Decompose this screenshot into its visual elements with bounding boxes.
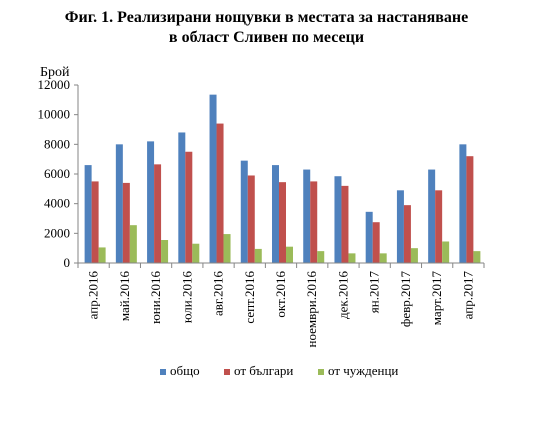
legend: общо от българи от чужденци	[160, 363, 398, 378]
bar	[272, 165, 279, 263]
bar	[286, 246, 293, 263]
bar	[459, 144, 467, 263]
bar	[473, 251, 481, 263]
bar	[209, 94, 217, 264]
x-tick-label: окт.2016	[273, 271, 288, 318]
bar	[98, 247, 106, 263]
bar	[240, 160, 248, 263]
bar	[129, 225, 137, 263]
chart-title-line-1: Фиг. 1. Реализирани нощувки в местата за…	[64, 9, 469, 26]
bar	[122, 182, 130, 263]
bar	[348, 253, 356, 263]
chart-title: Фиг. 1. Реализирани нощувки в местата за…	[0, 8, 533, 48]
bar	[396, 190, 404, 263]
y-tick-label: 0	[64, 255, 71, 270]
y-tick-label: 8000	[44, 136, 70, 151]
bar	[185, 151, 193, 263]
bar	[341, 185, 349, 263]
x-tick-label: юли.2016	[179, 271, 194, 324]
chart-title-line-2: в област Сливен по месеци	[168, 29, 365, 46]
bar	[303, 169, 311, 263]
x-tick-label: апр.2016	[86, 271, 101, 320]
x-tick-label: ноември.2016	[304, 271, 319, 348]
bar	[410, 248, 418, 263]
y-tick-label: 4000	[44, 196, 70, 211]
x-tick-label: юни.2016	[148, 271, 163, 324]
legend-label: от чужденци	[328, 363, 398, 378]
x-tick-label: ян.2017	[367, 271, 382, 314]
legend-label: общо	[170, 363, 200, 378]
x-tick-label: септ.2016	[242, 271, 257, 324]
y-axis-ticks: 0 2000 4000 6000 8000 10000 12000	[38, 77, 78, 270]
bar	[147, 141, 155, 263]
x-tick-label: май.2016	[117, 271, 132, 322]
bar	[403, 205, 411, 263]
y-tick-label: 6000	[44, 166, 70, 181]
bar	[154, 164, 162, 263]
bar	[247, 175, 255, 263]
y-tick-label: 2000	[44, 225, 70, 240]
x-axis-ticks: апр.2016 май.2016 юни.2016 юли.2016 авг.2016…	[77, 263, 485, 348]
bar	[216, 123, 224, 263]
y-tick-label: 10000	[38, 107, 71, 122]
bar	[115, 144, 123, 263]
x-tick-label: март.2017	[429, 271, 444, 326]
y-tick-label: 12000	[38, 77, 71, 92]
bar	[442, 241, 450, 263]
bar	[279, 182, 286, 263]
bar	[372, 222, 380, 263]
bars-group	[84, 94, 481, 264]
bar	[334, 176, 342, 263]
x-tick-label: авг.2016	[211, 271, 226, 317]
bar	[178, 132, 186, 263]
x-tick-label: апр.2017	[460, 271, 475, 320]
bar	[223, 234, 231, 263]
bar	[91, 181, 99, 263]
bar	[365, 211, 373, 263]
legend-label: от българи	[234, 363, 293, 378]
legend-swatch	[224, 369, 230, 375]
y-axis-label: Брой	[40, 65, 70, 80]
bar	[254, 248, 262, 263]
bar	[161, 240, 169, 263]
bar	[379, 253, 387, 263]
bar	[435, 190, 443, 263]
bar	[317, 251, 325, 263]
bar	[84, 165, 92, 263]
x-tick-label: дек.2016	[335, 271, 350, 319]
bar	[192, 243, 200, 263]
bar	[466, 156, 474, 263]
x-tick-label: февр.2017	[398, 271, 413, 328]
bar	[310, 181, 318, 263]
legend-swatch	[318, 369, 324, 375]
bar	[428, 169, 436, 263]
legend-swatch	[160, 369, 166, 375]
